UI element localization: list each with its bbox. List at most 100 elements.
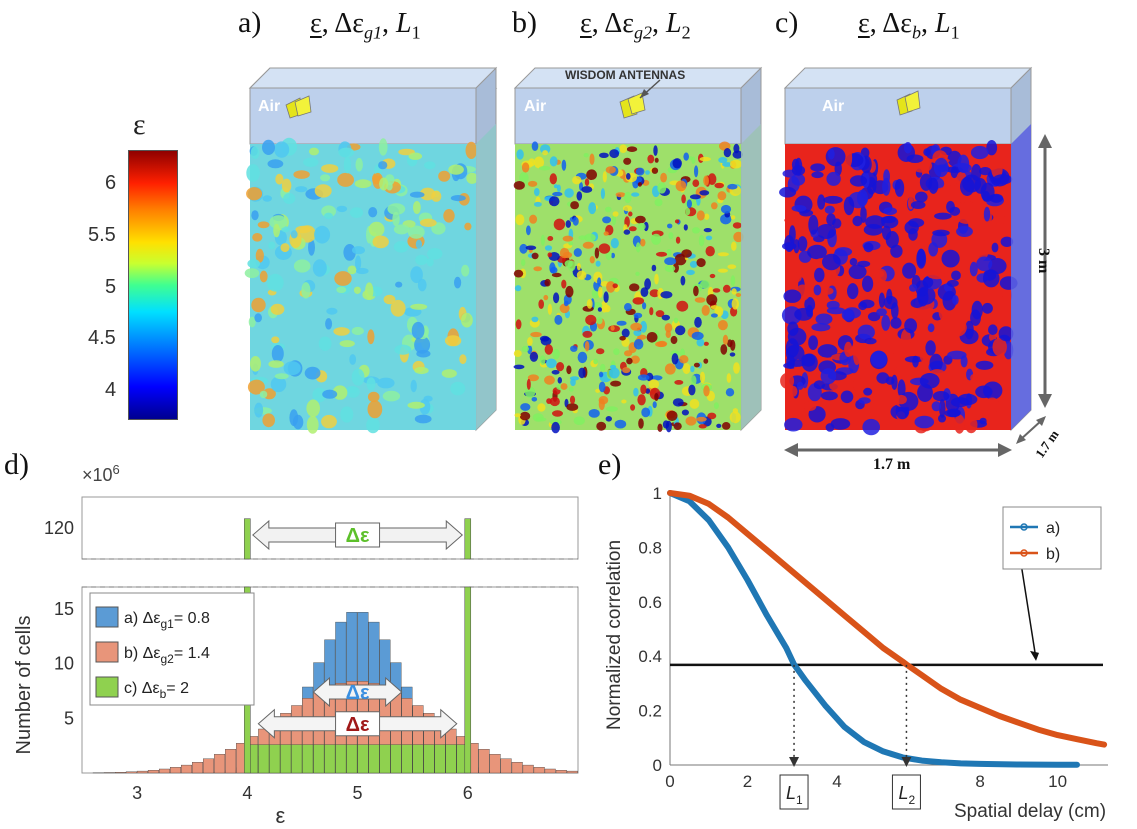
texture-blob (942, 290, 957, 311)
texture-blob (904, 356, 924, 363)
marker-arrow (789, 757, 800, 767)
texture-blob (661, 314, 670, 321)
texture-blob (395, 281, 403, 288)
texture-blob (514, 413, 521, 418)
texture-blob (598, 396, 609, 405)
texture-blob (409, 191, 425, 198)
texture-blob (731, 288, 737, 295)
legend-swatch (95, 676, 119, 698)
texture-blob (578, 367, 586, 379)
texture-blob (304, 366, 321, 380)
texture-blob (832, 218, 842, 229)
texture-blob (647, 154, 655, 164)
texture-blob (971, 300, 983, 320)
texture-blob (646, 332, 658, 343)
title-part: , (920, 8, 935, 39)
texture-blob (714, 182, 724, 189)
texture-blob (651, 264, 657, 272)
texture-blob (992, 215, 1008, 225)
texture-blob (686, 269, 695, 276)
texture-blob (527, 345, 533, 355)
texture-blob (515, 214, 525, 226)
texture-b (513, 141, 744, 434)
colorbar-tick-5.5: 5.5 (88, 224, 116, 246)
texture-blob (533, 266, 542, 272)
texture-blob (368, 207, 378, 218)
texture-blob (513, 350, 522, 357)
texture-blob (698, 234, 705, 247)
texture-blob (581, 186, 593, 193)
texture-blob (568, 386, 574, 392)
texture-blob (681, 409, 690, 416)
texture-blob (633, 312, 643, 319)
title-L: L (665, 8, 682, 39)
reference-arrow (1019, 556, 1037, 660)
texture-blob (672, 398, 684, 407)
texture-blob (534, 201, 542, 207)
texture-blob (954, 414, 965, 434)
texture-blob (682, 363, 691, 375)
texture-blob (655, 310, 665, 318)
texture-blob (598, 381, 606, 393)
x-tick-label: 4 (832, 772, 841, 791)
texture-blob (609, 149, 620, 159)
texture-blob (561, 159, 567, 171)
texture-blob (649, 307, 654, 316)
texture-blob (544, 375, 555, 385)
colorbar (128, 150, 178, 420)
legend-marker (1020, 523, 1028, 531)
texture-blob (600, 363, 606, 372)
texture-blob (414, 366, 429, 375)
texture-blob (817, 194, 826, 210)
texture-blob (690, 365, 695, 373)
texture-blob (624, 303, 632, 312)
texture-blob (947, 279, 959, 287)
texture-blob (262, 413, 276, 428)
eps-symbol: ε (310, 8, 322, 39)
texture-blob (952, 295, 959, 305)
texture-blob (680, 275, 686, 286)
bar-c-spike-lower (464, 586, 472, 774)
texture-blob (816, 224, 837, 239)
texture-blob (563, 300, 569, 307)
legend-marker (1020, 549, 1028, 557)
texture-blob (723, 284, 731, 293)
texture-blob (564, 188, 574, 198)
texture-blob (849, 258, 858, 266)
texture-blob (796, 381, 804, 390)
texture-blob (589, 256, 595, 264)
title-L: L (934, 8, 951, 39)
texture-blob (609, 367, 620, 379)
texture-blob (521, 162, 530, 173)
legend-item: a) (1046, 520, 1060, 537)
texture-blob (654, 273, 659, 285)
texture-blob (280, 243, 290, 253)
texture-blob (584, 233, 596, 242)
texture-blob (948, 318, 967, 337)
y-axis-label: Number of cells (13, 616, 35, 755)
texture-blob (614, 419, 627, 429)
texture-blob (655, 341, 667, 348)
bar-c-spike-upper (244, 518, 251, 560)
texture-blob (539, 335, 550, 342)
texture-blob (703, 385, 710, 397)
texture-blob (312, 259, 327, 277)
bar-c (401, 744, 413, 774)
texture-blob (537, 403, 546, 412)
texture-blob (692, 227, 700, 234)
texture-blob (640, 320, 647, 333)
texture-blob (730, 215, 736, 220)
texture-blob (270, 376, 287, 393)
texture-blob (637, 334, 647, 340)
texture-blob (621, 399, 627, 404)
texture-blob (727, 264, 737, 270)
texture-blob (513, 181, 525, 190)
texture-blob (448, 164, 464, 175)
texture-blob (815, 313, 833, 325)
texture-blob (624, 350, 633, 357)
texture-blob (820, 368, 837, 385)
texture-blob (960, 177, 975, 196)
texture-blob (526, 378, 531, 390)
texture-blob (660, 291, 673, 299)
texture-blob (948, 175, 957, 187)
